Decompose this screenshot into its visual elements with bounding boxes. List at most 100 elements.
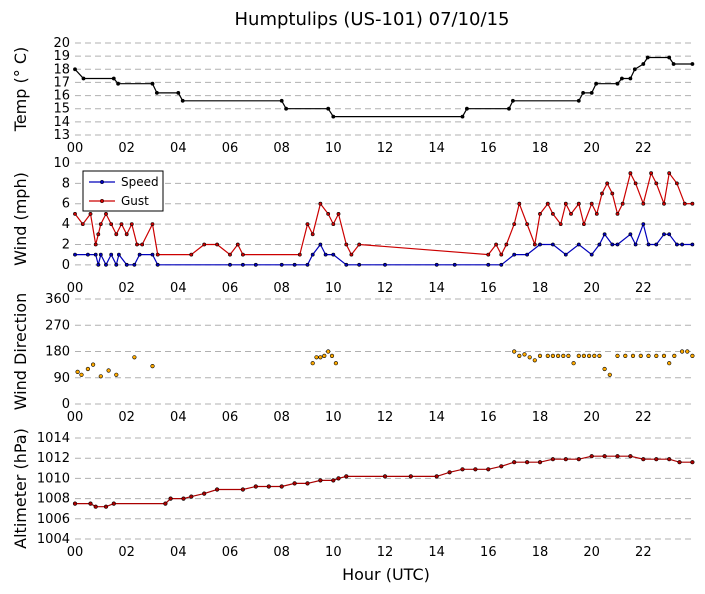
x-tick-label: 02 bbox=[118, 410, 135, 425]
data-point bbox=[93, 252, 98, 257]
data-point bbox=[594, 211, 599, 216]
x-tick-label: 18 bbox=[532, 545, 549, 560]
data-point bbox=[336, 211, 341, 216]
x-tick-label: 18 bbox=[532, 141, 549, 156]
data-point bbox=[93, 242, 98, 247]
data-point bbox=[434, 262, 439, 267]
data-point bbox=[628, 454, 633, 459]
data-point bbox=[73, 211, 77, 216]
data-point bbox=[253, 262, 258, 267]
data-point bbox=[602, 232, 607, 237]
x-tick-label: 16 bbox=[480, 545, 497, 560]
data-point bbox=[690, 242, 695, 247]
data-point bbox=[512, 252, 517, 257]
legend-label: Gust bbox=[121, 194, 149, 208]
data-point bbox=[682, 201, 687, 206]
x-axis-label: Hour (UTC) bbox=[342, 565, 430, 584]
x-tick-label: 00 bbox=[67, 141, 84, 156]
x-tick-label: 00 bbox=[67, 410, 84, 425]
data-point bbox=[79, 372, 84, 377]
x-tick-label: 12 bbox=[377, 410, 394, 425]
data-point bbox=[114, 372, 119, 377]
data-point bbox=[522, 352, 527, 357]
data-point bbox=[677, 460, 682, 465]
data-point bbox=[116, 81, 121, 86]
y-tick-label: 6 bbox=[62, 197, 70, 212]
data-point bbox=[140, 242, 145, 247]
data-point bbox=[499, 262, 504, 267]
legend-box bbox=[82, 170, 164, 212]
data-point bbox=[512, 222, 517, 227]
data-point bbox=[494, 242, 499, 247]
x-tick-label: 08 bbox=[273, 410, 290, 425]
y-tick-label: 13 bbox=[53, 128, 70, 143]
data-point bbox=[654, 457, 659, 462]
data-point bbox=[344, 474, 349, 479]
data-point bbox=[662, 201, 666, 206]
data-point bbox=[72, 501, 78, 506]
x-tick-label: 22 bbox=[635, 141, 652, 156]
data-point bbox=[235, 242, 240, 247]
y-axis-label: Temp (° C) bbox=[11, 47, 30, 132]
data-point bbox=[667, 55, 672, 60]
data-point bbox=[675, 242, 679, 247]
data-point bbox=[104, 262, 108, 267]
data-point bbox=[383, 262, 387, 267]
y-tick-label: 1006 bbox=[37, 512, 70, 527]
data-point bbox=[532, 242, 537, 247]
data-point bbox=[85, 366, 90, 372]
data-point bbox=[615, 454, 620, 459]
data-point bbox=[550, 457, 556, 462]
data-point bbox=[460, 467, 465, 472]
data-point bbox=[671, 62, 676, 66]
data-point bbox=[661, 353, 667, 359]
y-tick-label: 1012 bbox=[37, 451, 70, 466]
data-point bbox=[331, 114, 336, 119]
panel-2: 0 90 180 270 360 Wind Direction 00 02 04 06 08 10 12… bbox=[11, 292, 695, 425]
data-point bbox=[563, 201, 568, 206]
data-point bbox=[632, 67, 637, 72]
data-point bbox=[517, 201, 522, 206]
x-tick-label: 20 bbox=[583, 545, 600, 560]
data-point bbox=[628, 76, 633, 81]
data-point bbox=[310, 361, 315, 366]
data-point bbox=[558, 222, 563, 227]
y-tick-label: 360 bbox=[45, 292, 70, 307]
data-point bbox=[119, 222, 124, 227]
x-tick-label: 04 bbox=[170, 410, 187, 425]
x-tick-label: 20 bbox=[583, 281, 600, 296]
y-tick-label: 15 bbox=[53, 102, 70, 117]
data-point bbox=[88, 501, 93, 506]
data-point bbox=[228, 262, 232, 267]
data-point bbox=[550, 353, 556, 359]
y-tick-label: 14 bbox=[53, 115, 70, 130]
data-point bbox=[690, 62, 695, 66]
data-point bbox=[305, 481, 310, 486]
data-point bbox=[124, 262, 129, 267]
data-point bbox=[163, 501, 168, 506]
data-point bbox=[331, 222, 336, 227]
y-tick-label: 90 bbox=[53, 371, 70, 386]
y-tick-label: 1008 bbox=[37, 492, 70, 507]
data-point bbox=[576, 98, 581, 103]
y-tick-label: 1004 bbox=[37, 532, 70, 547]
data-point bbox=[98, 374, 103, 379]
data-point bbox=[473, 467, 478, 472]
data-point bbox=[576, 353, 581, 359]
data-point bbox=[215, 242, 220, 247]
data-point bbox=[667, 232, 672, 237]
x-tick-label: 04 bbox=[170, 141, 187, 156]
x-tick-label: 16 bbox=[480, 141, 497, 156]
x-tick-label: 22 bbox=[635, 281, 652, 296]
y-axis-label: Wind Direction bbox=[11, 293, 30, 411]
data-point bbox=[641, 201, 646, 206]
data-point bbox=[181, 496, 186, 501]
data-point bbox=[645, 55, 650, 60]
data-point bbox=[329, 353, 335, 359]
data-point bbox=[318, 355, 323, 360]
data-point bbox=[98, 252, 103, 257]
legend-marker bbox=[99, 198, 105, 204]
data-point bbox=[511, 98, 515, 103]
